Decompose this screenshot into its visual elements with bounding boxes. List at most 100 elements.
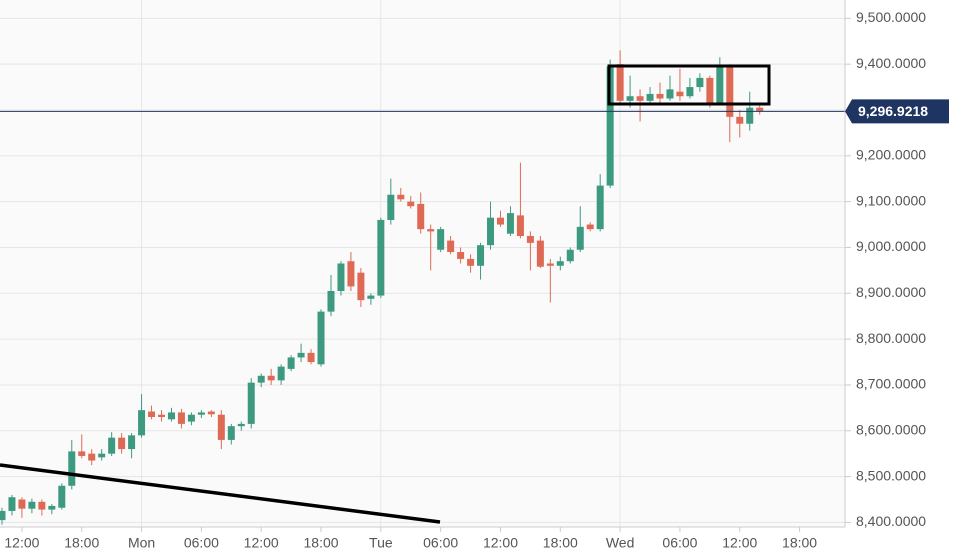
- axes: 8,400.0000 8,500.0000 8,600.0000 8,700.0000…: [4, 9, 949, 551]
- candle-body: [38, 501, 46, 510]
- candle-body: [227, 426, 235, 440]
- candle-body: [247, 382, 255, 424]
- candle-body: [18, 499, 26, 509]
- candle-body: [556, 261, 564, 266]
- candle-body: [257, 375, 265, 383]
- candle-body: [0, 510, 6, 521]
- y-tick-label: 8,600.0000: [856, 421, 926, 437]
- candle-body: [128, 435, 136, 450]
- candle-body: [347, 261, 355, 287]
- candle-body: [297, 352, 305, 358]
- candle-body: [716, 66, 724, 104]
- candle-body: [656, 93, 664, 99]
- candle-body: [317, 311, 325, 365]
- candle-body: [337, 263, 345, 291]
- x-tick-label: 18:00: [304, 535, 339, 551]
- y-tick-label: 8,700.0000: [856, 376, 926, 392]
- candle-body: [217, 414, 225, 440]
- candle-body: [496, 217, 504, 225]
- candle-body: [437, 229, 445, 250]
- y-tick-label: 8,900.0000: [856, 284, 926, 300]
- candle-body: [566, 249, 574, 262]
- candle-body: [616, 64, 624, 101]
- candle-body: [8, 497, 16, 511]
- candle-body: [407, 201, 415, 207]
- candle-body: [467, 258, 475, 266]
- candle-body: [746, 107, 754, 124]
- candle-body: [237, 423, 245, 427]
- x-tick-label: 06:00: [423, 535, 458, 551]
- y-tick-label: 9,400.0000: [856, 55, 926, 71]
- candle-body: [387, 194, 395, 220]
- candle-body: [98, 453, 106, 458]
- candle-body: [427, 229, 435, 232]
- candle-body: [177, 412, 185, 424]
- candle-body: [516, 215, 524, 237]
- candle-body: [686, 87, 694, 97]
- candle-body: [417, 203, 425, 230]
- candle-body: [68, 451, 76, 486]
- candle-body: [546, 263, 554, 266]
- candle-body: [327, 290, 335, 312]
- candle-body: [108, 437, 116, 454]
- candle-body: [676, 91, 684, 97]
- candle-body: [357, 272, 365, 301]
- candle-body: [646, 93, 654, 101]
- candle-body: [477, 245, 485, 266]
- candle-body: [88, 453, 96, 461]
- x-tick-label: 06:00: [662, 535, 697, 551]
- trend-line: [0, 463, 441, 524]
- current-price-label: 9,296.9218: [858, 103, 928, 119]
- y-tick-label: 8,800.0000: [856, 330, 926, 346]
- x-tick-label: 06:00: [184, 535, 219, 551]
- candle-body: [277, 366, 285, 381]
- candle-body: [118, 437, 126, 450]
- candle-body: [367, 295, 375, 299]
- y-tick-label: 8,500.0000: [856, 467, 926, 483]
- candle-body: [536, 240, 544, 267]
- candle-body: [696, 77, 704, 88]
- candle-body: [167, 412, 175, 420]
- y-tick-label: 9,200.0000: [856, 147, 926, 163]
- x-tick-label: 12:00: [244, 535, 279, 551]
- candle-body: [78, 451, 86, 456]
- candle-body: [307, 352, 315, 363]
- candle-body: [526, 236, 534, 243]
- candle-body: [636, 96, 644, 101]
- range-box: [607, 64, 771, 106]
- candle-body: [28, 501, 36, 509]
- candle-body: [377, 219, 385, 296]
- candle-body: [726, 66, 734, 117]
- candle-body: [58, 485, 66, 508]
- x-tick-label: 18:00: [543, 535, 578, 551]
- candle-body: [148, 411, 156, 418]
- x-tick-label: Mon: [128, 535, 155, 551]
- candle-body: [666, 89, 674, 99]
- x-tick-label: 12:00: [4, 535, 39, 551]
- candle-body: [158, 414, 166, 418]
- x-tick-label: Tue: [369, 535, 393, 551]
- x-tick-label: 12:00: [483, 535, 518, 551]
- candle-body: [576, 226, 584, 250]
- x-tick-label: 18:00: [64, 535, 99, 551]
- candle-body: [506, 213, 514, 234]
- candle-body: [207, 411, 215, 415]
- candle-body: [487, 217, 495, 246]
- candle-body: [626, 96, 634, 101]
- candle-body: [457, 252, 465, 259]
- candle-body: [187, 414, 195, 422]
- current-price-tag: [845, 99, 949, 124]
- candles: [0, 50, 845, 525]
- candle-body: [706, 77, 714, 104]
- candle-body: [397, 194, 405, 200]
- candle-body: [197, 412, 205, 415]
- candle-body: [48, 505, 56, 510]
- candle-body: [138, 410, 146, 436]
- x-tick-label: 18:00: [782, 535, 817, 551]
- y-tick-label: 9,100.0000: [856, 192, 926, 208]
- candle-body: [586, 224, 594, 230]
- y-tick-label: 9,500.0000: [856, 9, 926, 25]
- candle-body: [447, 240, 455, 253]
- candle-body: [736, 116, 744, 124]
